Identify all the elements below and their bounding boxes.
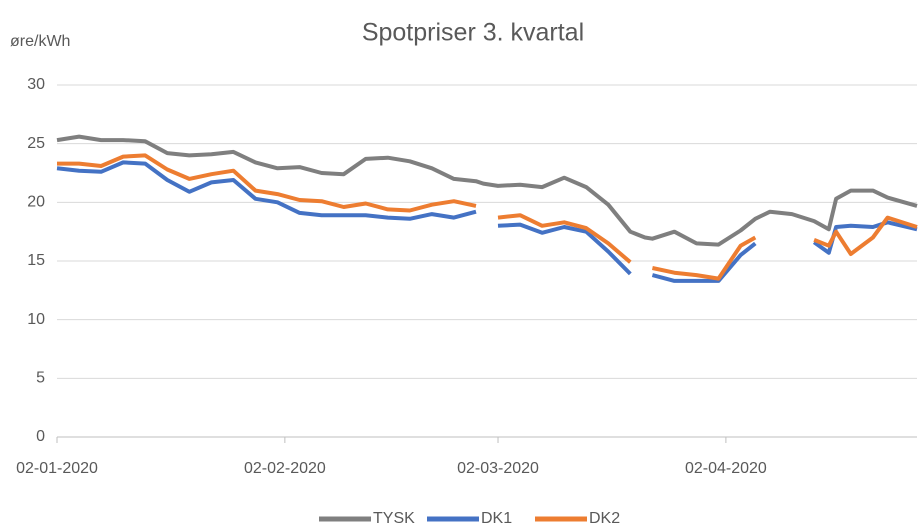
series-line bbox=[57, 153, 918, 281]
x-tick-label: 02-03-2020 bbox=[457, 460, 539, 477]
legend-label: TYSK bbox=[373, 510, 415, 527]
chart-title: Spotpriser 3. kvartal bbox=[362, 19, 584, 47]
legend-label: DK2 bbox=[589, 510, 620, 527]
series-line bbox=[56, 134, 918, 247]
y-tick-label: 25 bbox=[27, 135, 45, 152]
y-tick-label: 0 bbox=[36, 428, 45, 445]
x-tick-label: 02-01-2020 bbox=[16, 460, 98, 477]
x-tick-label: 02-02-2020 bbox=[244, 460, 326, 477]
y-tick-label: 20 bbox=[27, 194, 45, 211]
series-line bbox=[56, 160, 918, 283]
x-tick-label: 02-04-2020 bbox=[685, 460, 767, 477]
y-tick-label: 15 bbox=[27, 252, 45, 269]
y-tick-label: 10 bbox=[27, 311, 45, 328]
legend-label: DK1 bbox=[481, 510, 512, 527]
y-axis-label: øre/kWh bbox=[10, 33, 70, 50]
y-tick-label: 30 bbox=[27, 76, 45, 93]
y-tick-label: 5 bbox=[36, 370, 45, 387]
